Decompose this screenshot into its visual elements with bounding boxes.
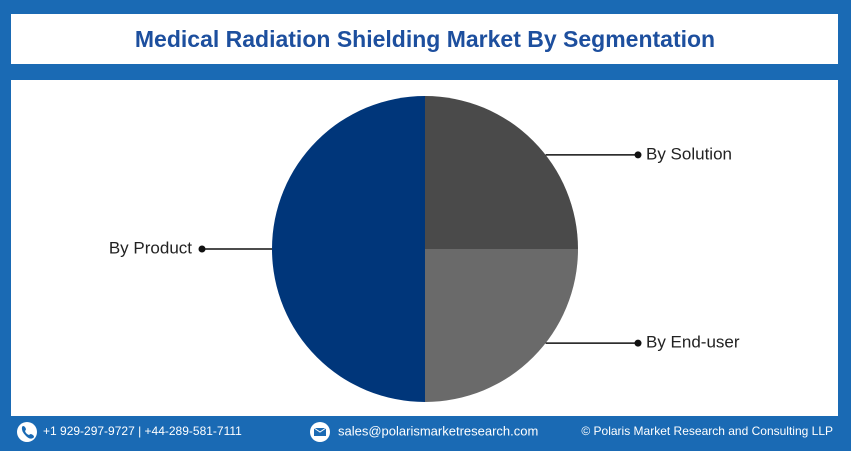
email-flap — [313, 427, 327, 433]
pie-slice — [425, 96, 578, 249]
leader-dot — [634, 339, 642, 347]
footer-copyright: © Polaris Market Research and Consulting… — [581, 424, 833, 438]
slice-label: By Solution — [646, 144, 732, 163]
phone-glyph — [21, 426, 34, 439]
footer: +1 929-297-9727 | +44-289-581-7111 sales… — [17, 422, 833, 442]
slice-label: By End-user — [646, 333, 740, 352]
leader-dot — [634, 151, 642, 159]
phone-icon — [17, 422, 37, 442]
footer-email: sales@polarismarketresearch.com — [338, 423, 538, 438]
title-box — [11, 14, 838, 64]
leader-dot — [198, 245, 206, 253]
footer-phone: +1 929-297-9727 | +44-289-581-7111 — [43, 424, 242, 438]
pie-slice — [425, 249, 578, 402]
pie-slice — [272, 96, 425, 402]
slice-label: By Product — [109, 238, 192, 257]
chart-title: Medical Radiation Shielding Market By Se… — [135, 26, 715, 52]
